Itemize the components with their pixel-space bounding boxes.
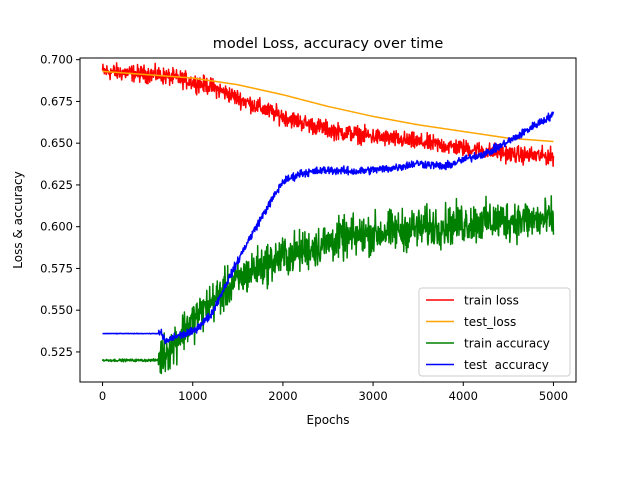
y-tick-label: 0.575 [40,261,73,275]
y-axis: 0.525 0.550 0.575 0.600 0.625 0.650 0.675 0.700 [40,53,80,359]
legend-label: test accuracy [464,358,549,372]
x-axis: 0 1000 2000 3000 4000 5000 [99,382,568,403]
x-tick-label: 5000 [539,389,568,403]
plot-frame [79,57,577,383]
y-tick-label: 0.625 [40,178,73,192]
legend-label: train accuracy [464,337,550,351]
series-line-1 [102,70,554,143]
chart-title: model Loss, accuracy over time [213,36,444,52]
legend-label: test_loss [464,315,516,329]
series-line-3 [102,111,555,345]
y-tick-label: 0.675 [40,94,73,108]
x-tick-label: 2000 [268,389,297,403]
x-tick-label: 1000 [178,389,207,403]
y-tick-label: 0.700 [40,53,73,67]
x-tick-label: 3000 [358,389,387,403]
y-tick-label: 0.525 [40,345,73,359]
y-tick-label: 0.650 [40,136,73,150]
y-tick-label: 0.600 [40,220,73,234]
plot-area [101,62,555,375]
legend-label: train loss [464,294,519,308]
x-axis-label: Epochs [307,413,350,427]
series-line-0 [101,62,555,167]
y-axis-label: Loss & accuracy [11,171,25,268]
legend-box [418,287,571,377]
x-tick-label: 0 [99,389,106,403]
y-tick-label: 0.550 [40,303,73,317]
x-tick-label: 4000 [449,389,478,403]
